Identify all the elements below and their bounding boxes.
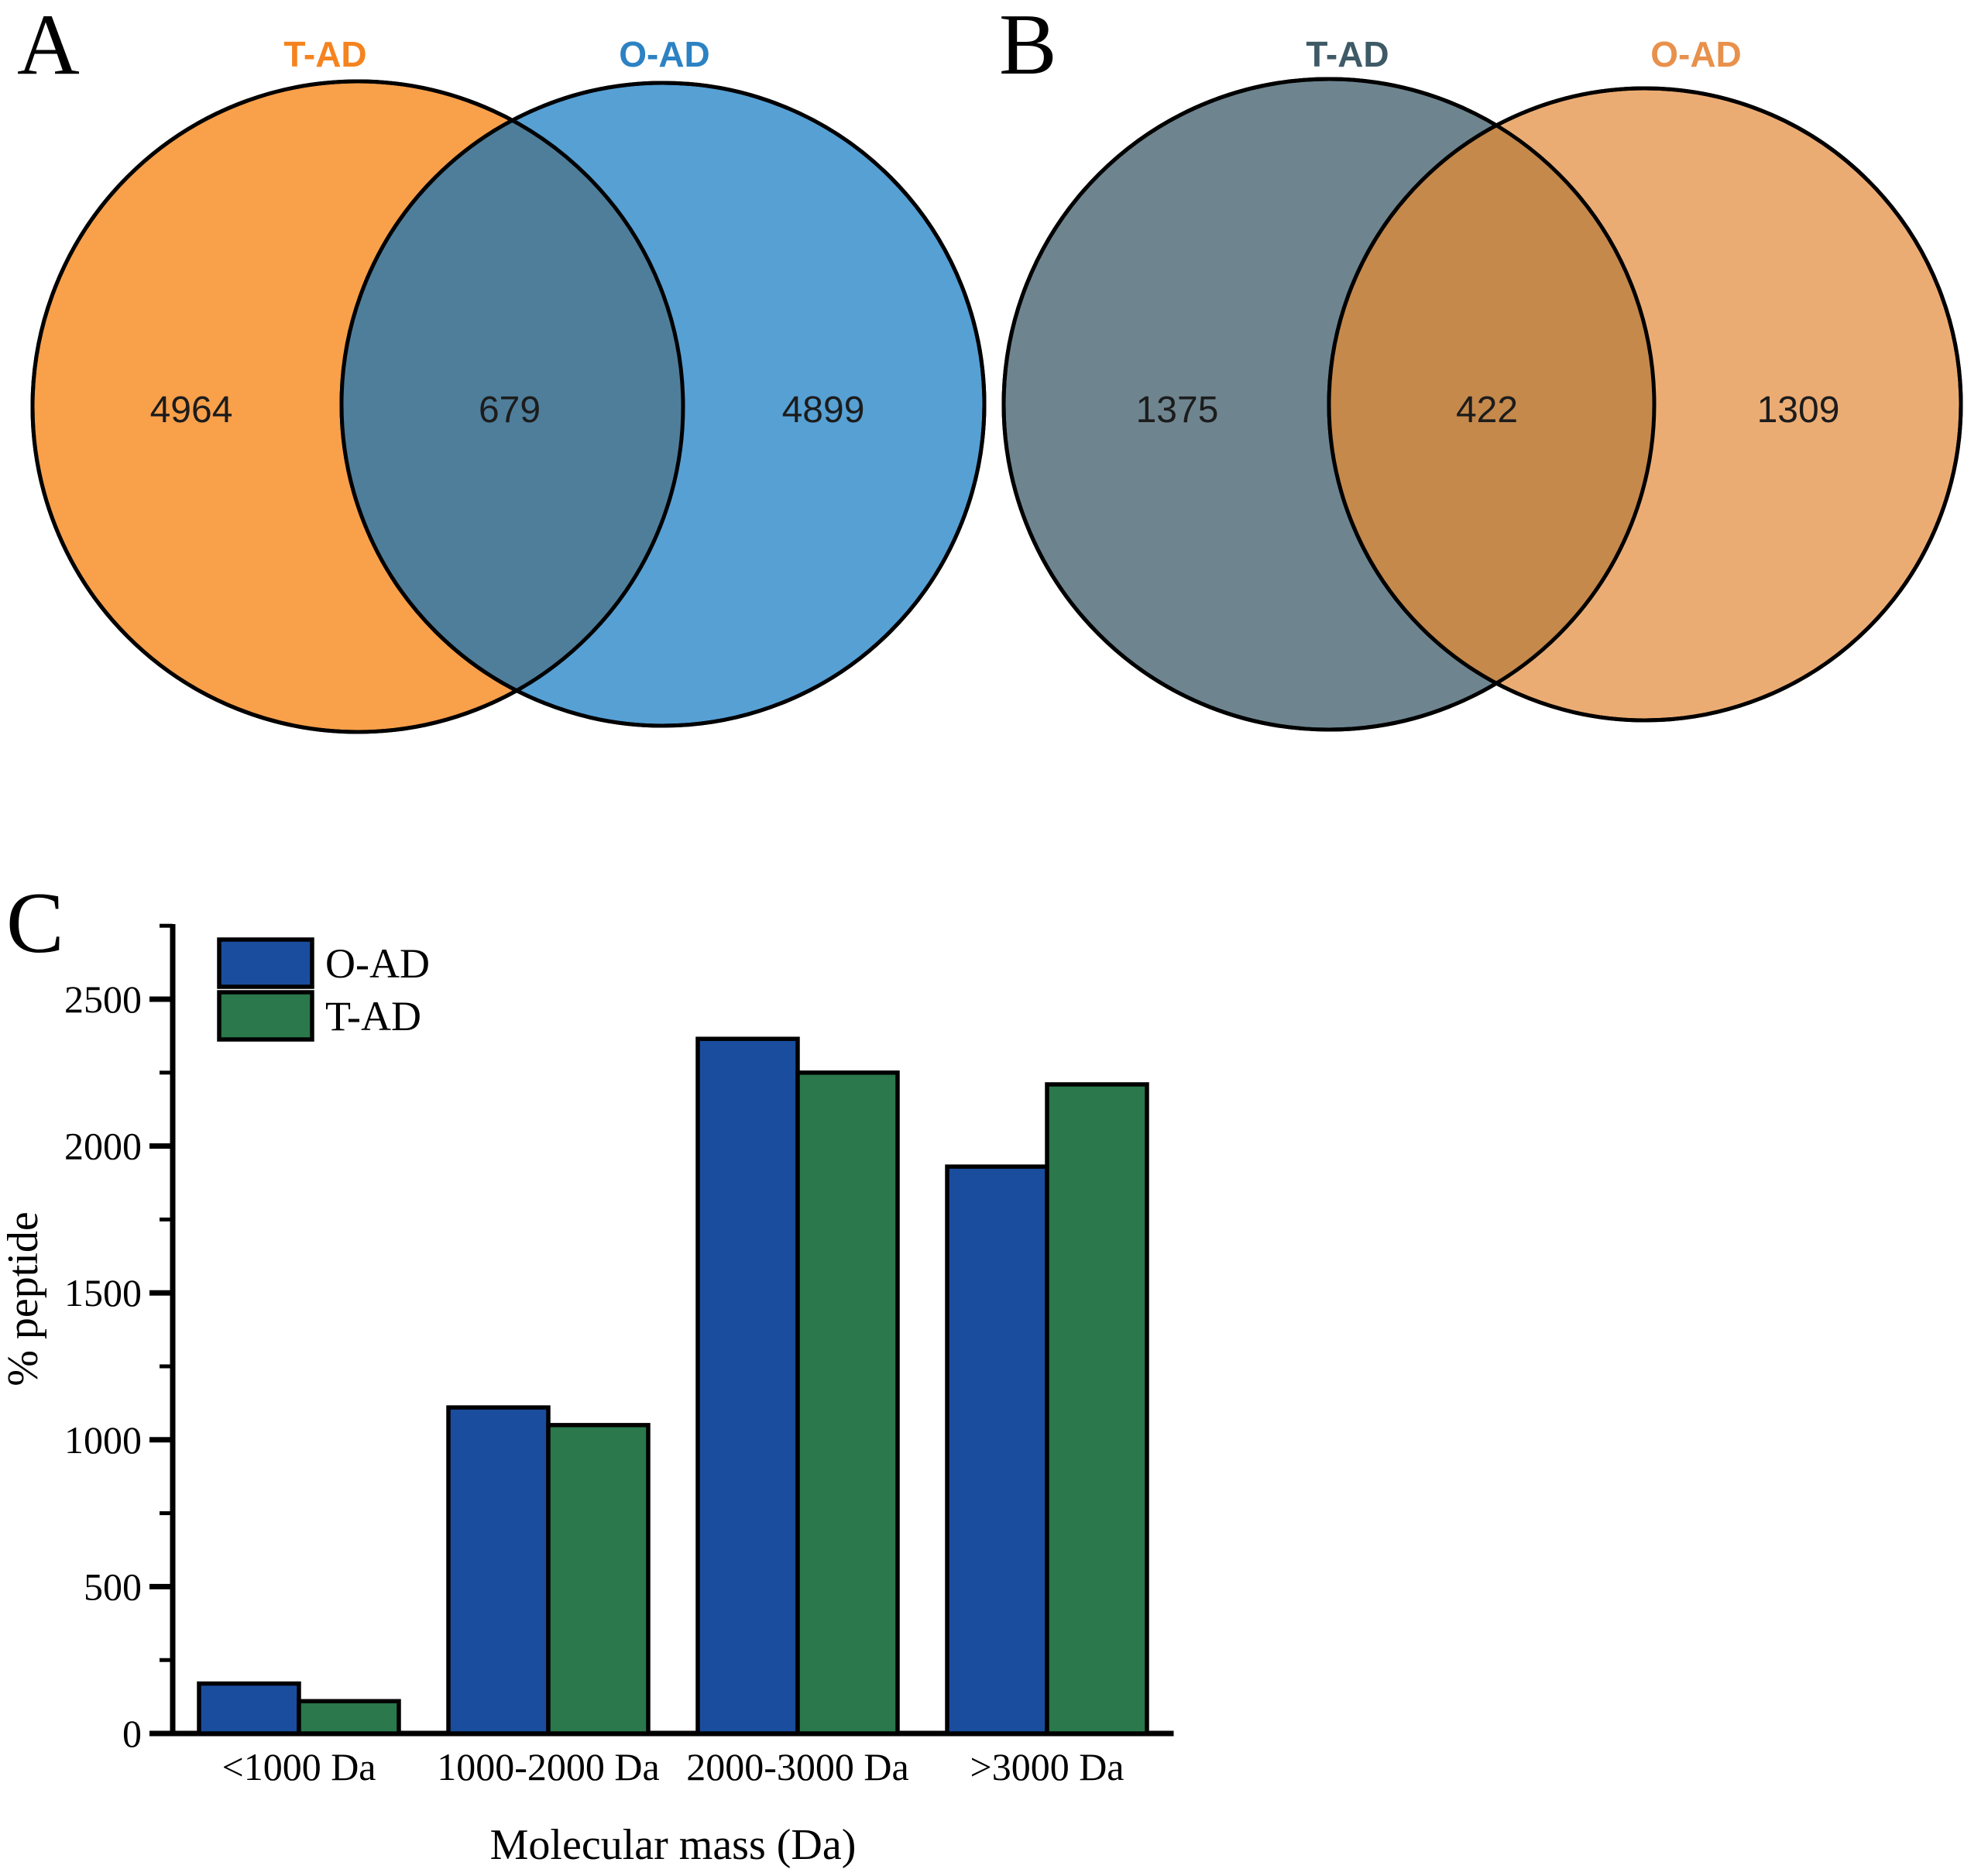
venn-b-right-outline (1327, 86, 1963, 723)
venn-a-left-label: T-AD (283, 34, 366, 74)
x-category-label-2: 2000-3000 Da (686, 1745, 908, 1788)
y-axis-line (170, 924, 176, 1736)
venn-a-left-count: 4964 (150, 390, 233, 431)
venn-b-overlap-region (1329, 88, 1654, 720)
x-category-label-0: <1000 Da (222, 1745, 376, 1788)
y-minor-tick-750 (160, 1511, 173, 1516)
y-axis-ticks: 0 500 1000 1500 2000 2500 (64, 923, 173, 1755)
y-major-tick-0 (149, 1730, 173, 1737)
y-minor-tick-2750 (160, 923, 173, 928)
panel-b-letter: B (999, 0, 1057, 93)
bar-o-ad-3 (945, 1164, 1049, 1736)
y-tick-label-2000: 2000 (64, 1125, 142, 1168)
venn-b-left-count: 1375 (1136, 390, 1219, 431)
y-minor-tick-2250 (160, 1070, 173, 1075)
bars-group (197, 1036, 1149, 1736)
y-major-tick-1500 (149, 1290, 173, 1296)
y-minor-tick-1750 (160, 1217, 173, 1221)
y-axis-title: % peptide (0, 1211, 47, 1386)
panel-c-letter: C (6, 875, 64, 971)
venn-a-right-count: 4899 (782, 390, 865, 431)
venn-b-overlap-count: 422 (1456, 390, 1518, 431)
x-category-label-3: >3000 Da (970, 1745, 1124, 1788)
y-major-tick-500 (149, 1583, 173, 1589)
venn-b-left-label: T-AD (1306, 34, 1389, 74)
y-tick-label-1000: 1000 (64, 1418, 142, 1462)
venn-a-left-outline (30, 79, 685, 734)
bar-t-ad-2 (795, 1070, 900, 1736)
legend-label-oad: O-AD (325, 940, 430, 987)
y-major-tick-2000 (149, 1143, 173, 1149)
y-tick-label-500: 500 (84, 1565, 142, 1608)
y-minor-tick-250 (160, 1658, 173, 1662)
venn-b: T-AD O-AD 1375 422 1309 (1001, 34, 1963, 732)
legend: O-AD T-AD (217, 937, 430, 1042)
y-major-tick-2500 (149, 996, 173, 1002)
venn-a-overlap-region (342, 83, 683, 726)
y-tick-label-2500: 2500 (64, 978, 142, 1021)
bar-t-ad-0 (297, 1699, 401, 1736)
venn-b-left-outline (1001, 77, 1657, 732)
bar-t-ad-3 (1045, 1082, 1149, 1736)
y-major-tick-1000 (149, 1437, 173, 1443)
venn-a-right-outline (339, 81, 987, 728)
bar-t-ad-1 (546, 1423, 651, 1736)
venn-a: T-AD O-AD 4964 679 4899 (30, 34, 987, 734)
venn-b-right-count: 1309 (1757, 390, 1840, 431)
venn-b-right-label: O-AD (1650, 34, 1742, 74)
y-tick-label-0: 0 (122, 1712, 142, 1755)
venn-a-overlap-count: 679 (479, 390, 541, 431)
panel-a-letter: A (17, 0, 80, 93)
legend-swatch-oad (217, 937, 314, 989)
legend-label-tad: T-AD (325, 993, 421, 1039)
y-tick-label-1500: 1500 (64, 1271, 142, 1314)
bar-o-ad-2 (695, 1036, 800, 1736)
x-axis-line (170, 1730, 1174, 1737)
legend-swatch-tad (217, 990, 314, 1042)
bar-chart: 0 500 1000 1500 2000 2500 <1000 Da 1000-2000 D… (0, 923, 1174, 1869)
bar-o-ad-0 (197, 1681, 301, 1736)
x-axis-title: Molecular mass (Da) (490, 1821, 857, 1869)
bar-o-ad-1 (446, 1405, 551, 1736)
x-axis-labels: <1000 Da 1000-2000 Da 2000-3000 Da >3000 Da (222, 1745, 1124, 1788)
venn-a-right-label: O-AD (619, 34, 710, 74)
y-minor-tick-1250 (160, 1364, 173, 1369)
x-category-label-1: 1000-2000 Da (437, 1745, 659, 1788)
